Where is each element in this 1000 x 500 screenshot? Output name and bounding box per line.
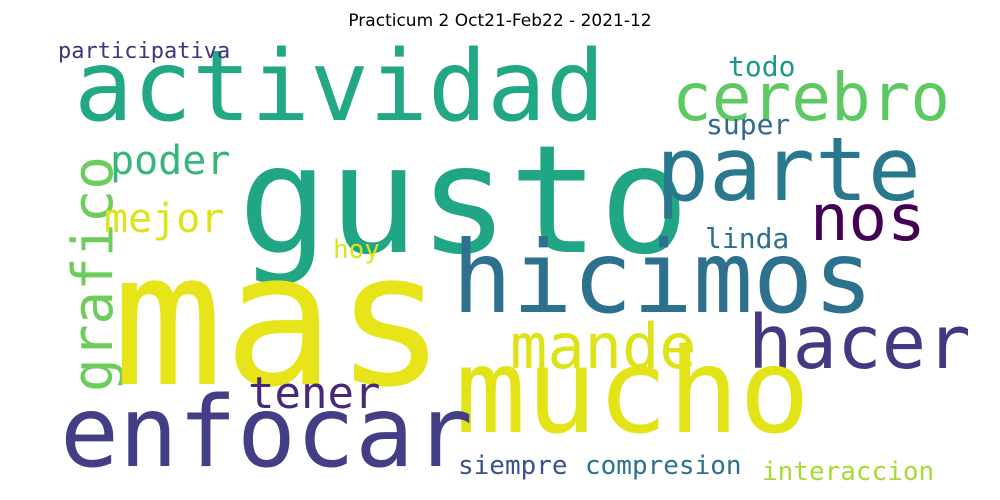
word-hicimos: hicimos xyxy=(452,219,873,336)
word-mejor: mejor xyxy=(104,196,224,242)
word-gusto: gusto xyxy=(238,114,690,288)
word-parte: parte xyxy=(656,118,921,221)
word-hacer: hacer xyxy=(748,300,971,386)
chart-title: Practicum 2 Oct21-Feb22 - 2021-12 xyxy=(348,11,652,31)
word-enfocar: enfocar xyxy=(60,376,473,490)
word-todo: todo xyxy=(728,50,795,83)
word-mucho: mucho xyxy=(455,322,810,460)
word-nos: nos xyxy=(810,182,926,256)
word-linda: linda xyxy=(705,222,789,255)
word-actividad: actividad xyxy=(74,30,605,144)
word-mas: mas xyxy=(112,212,446,428)
word-participativa: participativa xyxy=(58,39,230,64)
word-tener: tener xyxy=(248,368,380,419)
word-hoy: hoy xyxy=(333,235,380,265)
word-siempre: siempre xyxy=(458,451,568,481)
word-grafico: grafico xyxy=(61,156,126,392)
word-poder: poder xyxy=(110,138,230,184)
word-super: super xyxy=(706,108,790,141)
word-interaccion: interaccion xyxy=(762,457,934,487)
word-cerebro: cerebro xyxy=(672,59,950,136)
word-compresion: compresion xyxy=(585,451,742,481)
word-mande: mande xyxy=(510,310,697,383)
